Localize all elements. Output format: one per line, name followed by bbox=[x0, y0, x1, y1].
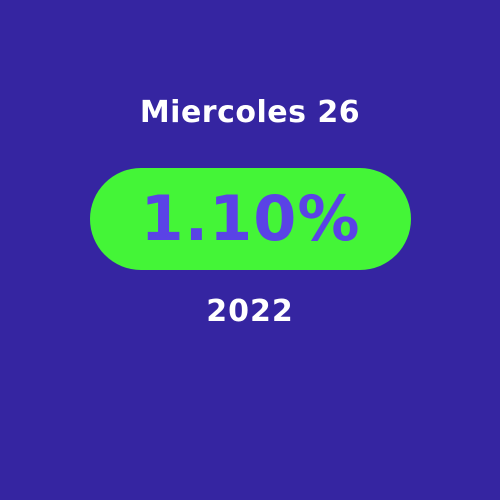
year-label: 2022 bbox=[206, 294, 294, 329]
rate-pill: 1.10% bbox=[90, 168, 411, 270]
rate-value: 1.10% bbox=[140, 182, 361, 255]
date-label: Miercoles 26 bbox=[139, 95, 361, 130]
